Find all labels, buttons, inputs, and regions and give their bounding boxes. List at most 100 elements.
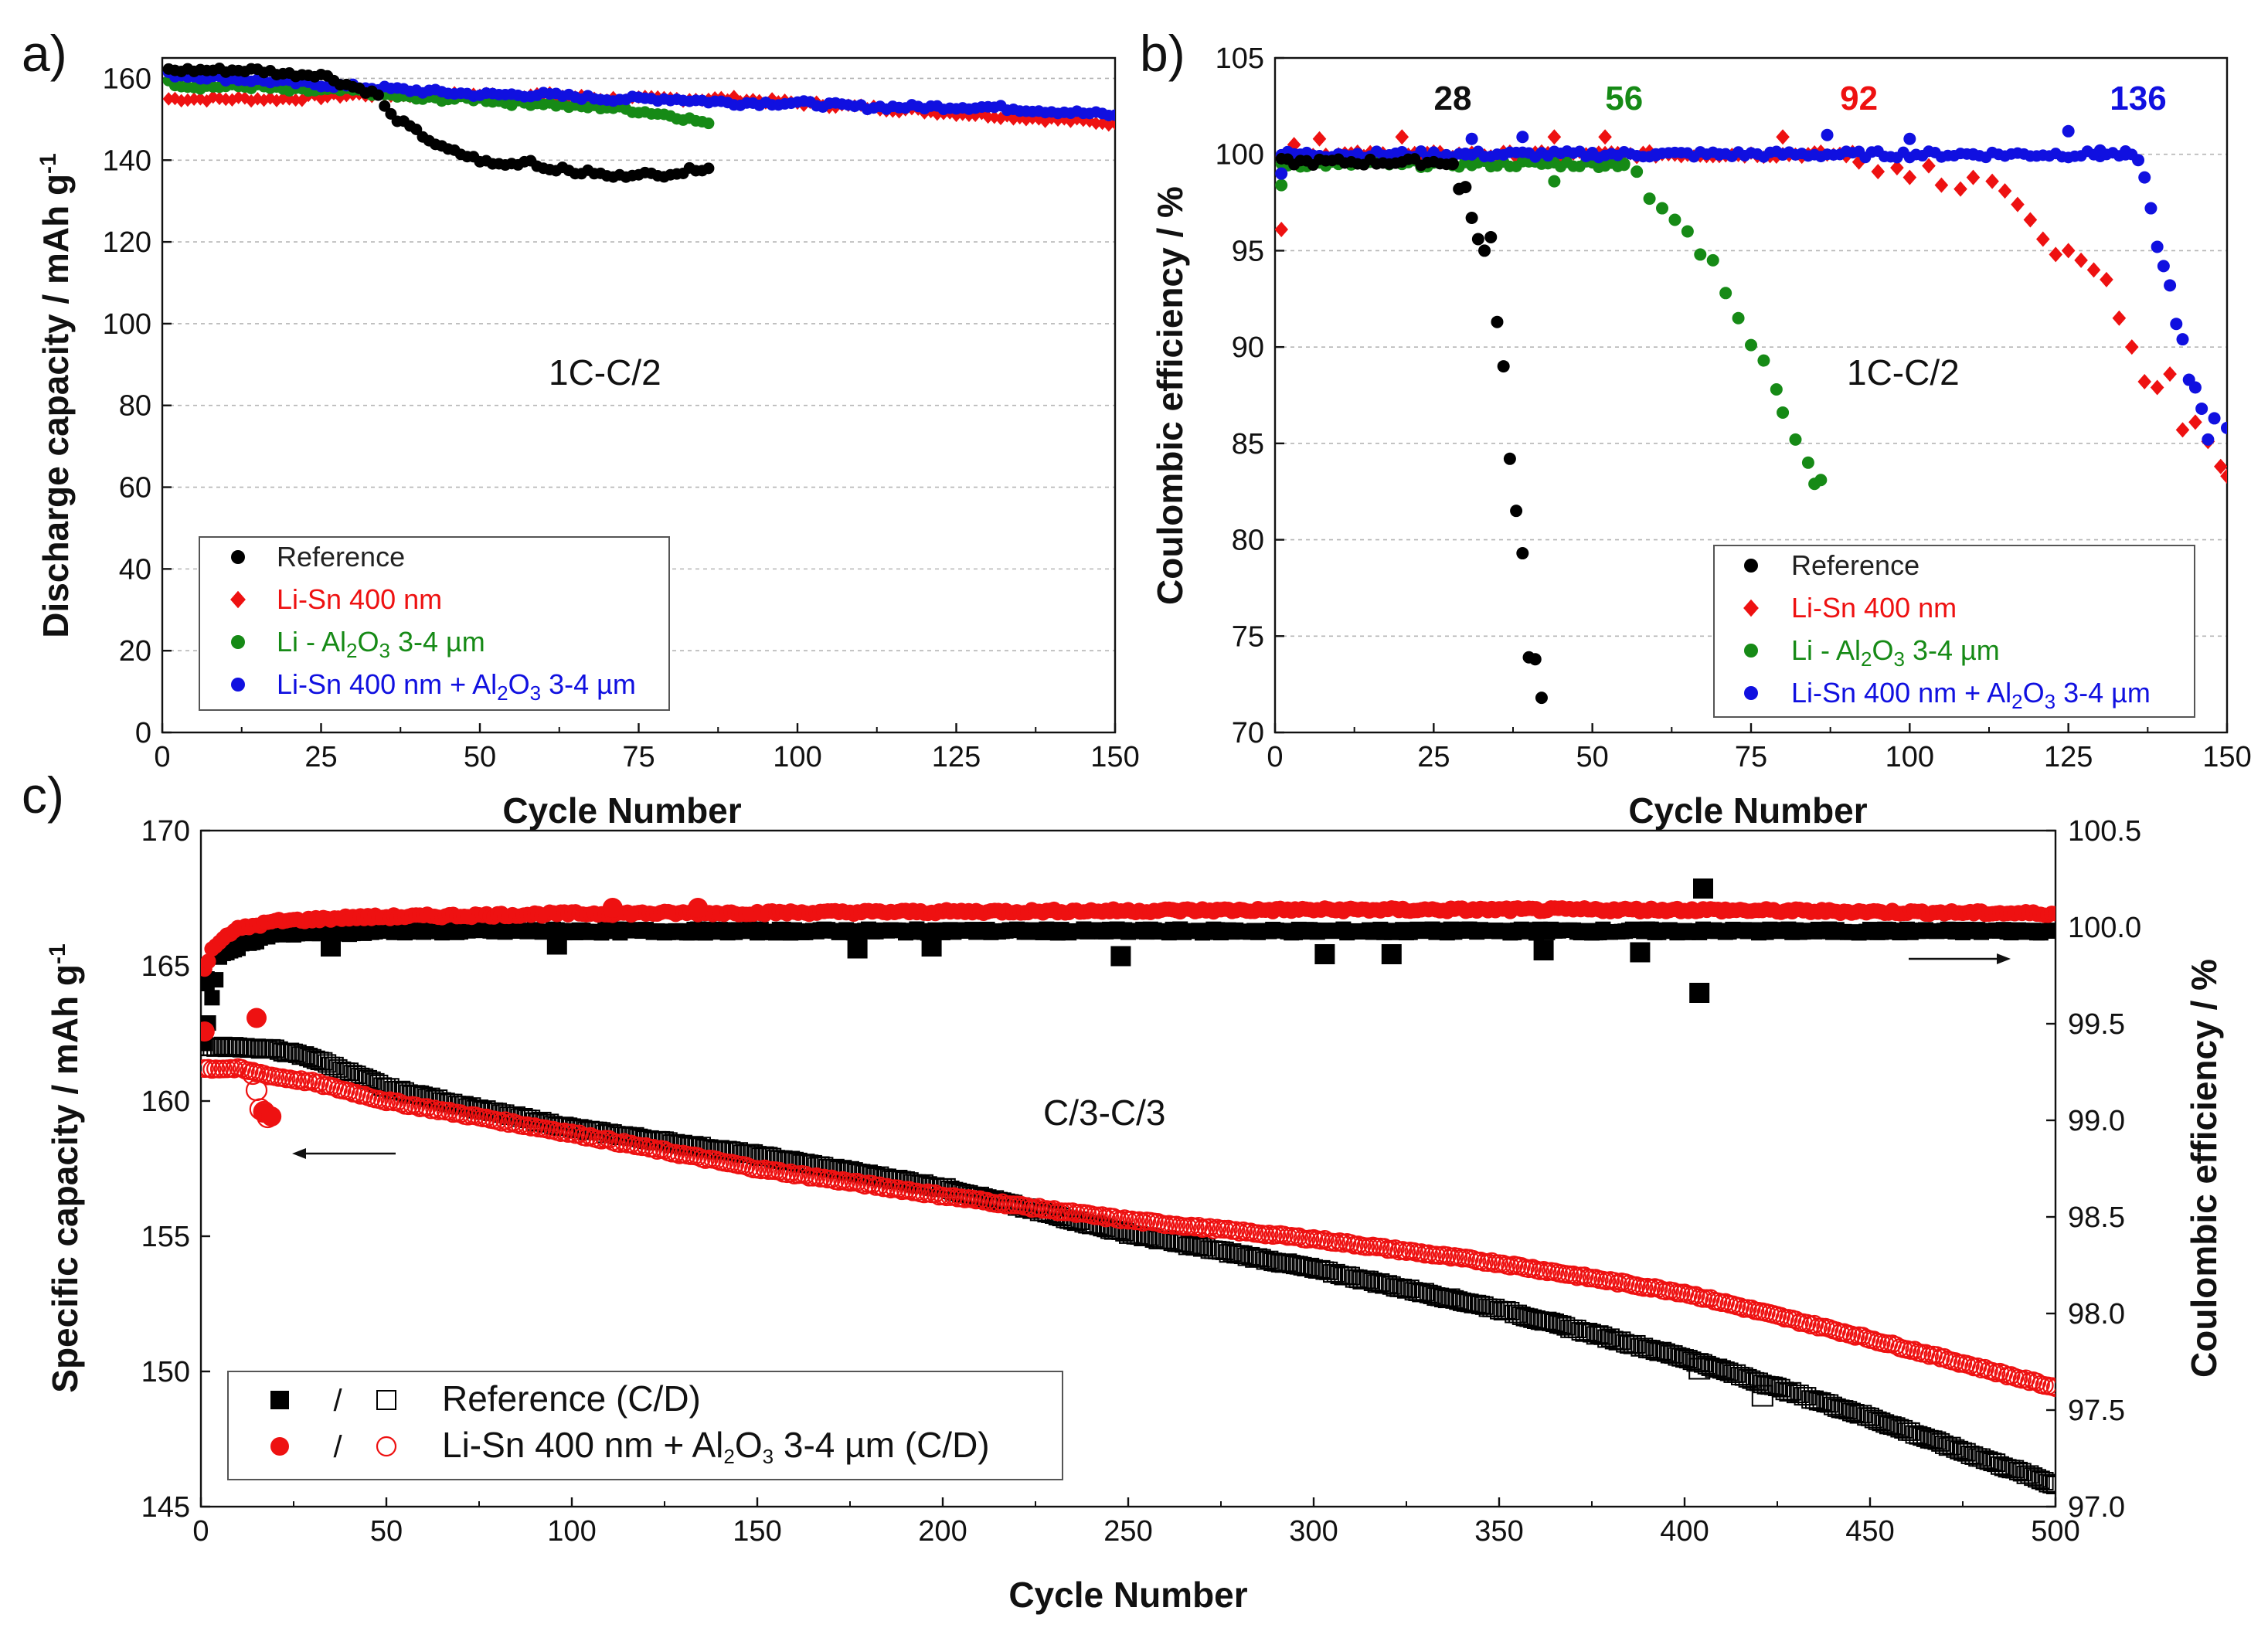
data-point	[1842, 1402, 1861, 1422]
data-point	[2042, 1474, 2055, 1494]
y-tick-label: 80	[119, 390, 151, 423]
data-point	[1275, 221, 1289, 237]
legend-box	[227, 1371, 1063, 1480]
data-point	[1827, 1398, 1846, 1417]
data-point	[1459, 148, 1472, 161]
data-point	[2175, 422, 2190, 438]
data-point	[1583, 1324, 1601, 1343]
data-point	[1459, 181, 1472, 194]
data-point	[644, 1138, 663, 1158]
data-point	[2035, 1471, 2054, 1490]
data-point	[2074, 252, 2088, 268]
data-point	[1838, 1401, 1858, 1420]
y-tick-label: 170	[141, 815, 190, 848]
data-point	[1093, 1206, 1112, 1225]
data-point	[870, 1176, 889, 1195]
data-point	[1275, 178, 1288, 192]
x-axis-label: Cycle Number	[1008, 1575, 1247, 1615]
data-point	[1653, 1341, 1672, 1361]
data-point	[1293, 1256, 1312, 1276]
data-point	[1681, 225, 1694, 238]
data-point	[1486, 1298, 1505, 1317]
x-tick-label: 150	[733, 1515, 781, 1548]
series-li-sn-al2o3-capacity	[201, 1058, 2055, 1398]
legend-marker	[231, 678, 245, 692]
data-point	[1301, 1257, 1320, 1276]
data-point	[1590, 1325, 1609, 1344]
data-point	[1371, 1273, 1390, 1292]
data-point	[1903, 132, 1916, 145]
data-point	[1400, 1279, 1420, 1299]
data-point	[239, 91, 251, 105]
panel-a: 0 25 50 75 100 125 150 0 20 40 60 80 100 120 140 160 1C-…	[22, 25, 1140, 831]
x-tick-label: 150	[2202, 741, 2251, 773]
data-point	[1563, 1265, 1583, 1285]
data-point	[1315, 1230, 1335, 1249]
data-point	[2137, 374, 2152, 390]
data-point	[2119, 148, 2132, 161]
data-point	[2163, 366, 2177, 382]
onset-label: 92	[1840, 80, 1878, 117]
data-point-outlier	[1689, 983, 1710, 1003]
data-point-outlier	[1110, 946, 1131, 967]
data-point	[417, 1098, 437, 1117]
data-point	[1519, 1308, 1539, 1327]
data-point	[1630, 165, 1644, 178]
data-point	[1706, 253, 1719, 267]
data-point	[1548, 175, 1561, 188]
data-point	[1449, 1291, 1468, 1310]
data-point	[1474, 1296, 1494, 1315]
data-point-outlier	[1688, 1358, 1711, 1380]
legend-label: Li-Sn 400 nm	[277, 583, 442, 615]
data-point	[1742, 1370, 1761, 1389]
data-point	[1890, 1419, 1909, 1438]
data-point	[236, 1038, 255, 1057]
data-point	[2188, 381, 2202, 394]
data-point	[1853, 1405, 1872, 1424]
label-part: 3	[1894, 647, 1905, 671]
data-point	[1528, 653, 1542, 666]
data-point	[2125, 339, 2139, 355]
data-point	[1682, 1351, 1702, 1371]
legend-label: Li-Sn 400 nm + Al2O3 3-4 µm	[1791, 677, 2151, 713]
data-point	[1382, 1276, 1401, 1295]
data-point	[2138, 171, 2151, 184]
data-point	[2132, 154, 2145, 167]
data-point	[1664, 1345, 1683, 1364]
x-tick-label: 50	[464, 741, 496, 773]
annotation: C/3-C/3	[1043, 1093, 1165, 1133]
data-point	[1715, 1361, 1735, 1381]
data-point	[318, 1054, 337, 1073]
data-point	[270, 93, 283, 107]
data-point	[702, 162, 715, 175]
x-tick-label: 125	[932, 741, 981, 773]
data-point	[1967, 148, 1980, 161]
label-part: 2	[497, 681, 508, 705]
data-point	[1694, 248, 1707, 261]
data-point	[204, 990, 220, 1006]
data-point	[1776, 129, 1790, 145]
y-tick-label: 160	[103, 63, 151, 95]
data-point	[1312, 131, 1327, 147]
data-point	[1386, 1239, 1405, 1259]
y-tick-label: 140	[103, 144, 151, 177]
data-point	[2020, 1465, 2039, 1484]
data-point	[1960, 1445, 1980, 1464]
legend-label: Li-Sn 400 nm	[1791, 592, 1957, 624]
y2-tick-label: 99.5	[2068, 1008, 2125, 1041]
data-point	[1465, 132, 1478, 145]
data-point	[1249, 1248, 1267, 1267]
data-point	[1226, 1221, 1246, 1240]
y2-tick-label: 100.5	[2068, 815, 2141, 848]
data-point	[1196, 1238, 1216, 1257]
x-tick-label: 25	[304, 741, 337, 773]
data-point	[1998, 183, 2012, 199]
data-point	[1567, 1320, 1586, 1339]
x-axis-label: Cycle Number	[1628, 790, 1867, 831]
data-point	[1871, 164, 1885, 180]
label-part: 3	[2045, 690, 2055, 713]
data-point	[295, 1046, 315, 1065]
data-point	[1497, 1300, 1516, 1320]
y-tick-label: 80	[1232, 525, 1264, 557]
